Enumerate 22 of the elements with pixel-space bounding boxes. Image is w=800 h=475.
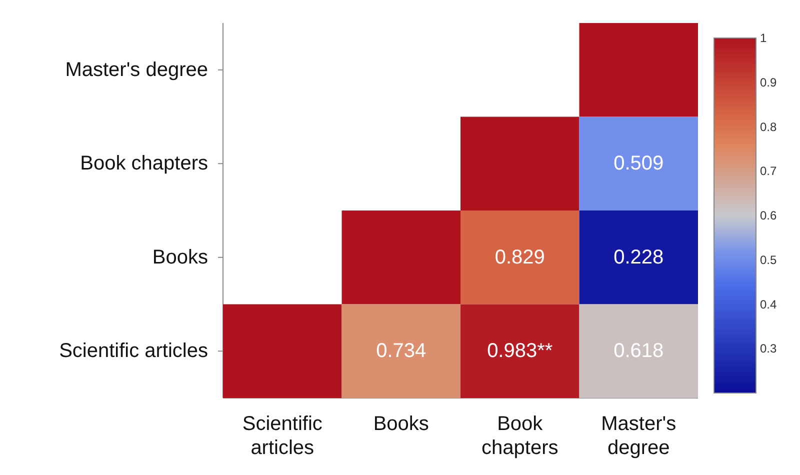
color-bar-label: 0.7 [760, 164, 778, 178]
color-bar-label: 0.3 [760, 342, 778, 356]
y-tick-label: Master's degree [65, 58, 208, 81]
x-tick-label: Scientific articles [242, 413, 322, 459]
color-bar-label: 0.4 [760, 297, 778, 312]
color-bar-label: 0.6 [760, 208, 778, 222]
data-label: 0.228 [614, 246, 664, 268]
y-tick-label: Book chapters [80, 152, 208, 175]
x-tick-label: Book chapters [482, 413, 558, 459]
data-label: 0.829 [494, 246, 545, 268]
x-tick-label: Books [373, 413, 429, 435]
y-tick-label: Books [152, 246, 208, 268]
x-tick-label: Master's degree [601, 413, 676, 459]
color-bar-label: 0.8 [760, 120, 778, 134]
data-label: 0.618 [614, 340, 664, 362]
data-label: 0.509 [614, 152, 664, 175]
data-label: 0.983** [487, 340, 553, 362]
color-bar-label: 0.5 [760, 252, 778, 267]
color-bar-label: 0.9 [760, 75, 778, 90]
y-tick-label: Scientific articles [59, 340, 208, 362]
data-label: 0.734 [376, 340, 426, 362]
color-bar-label: 1 [760, 31, 767, 45]
